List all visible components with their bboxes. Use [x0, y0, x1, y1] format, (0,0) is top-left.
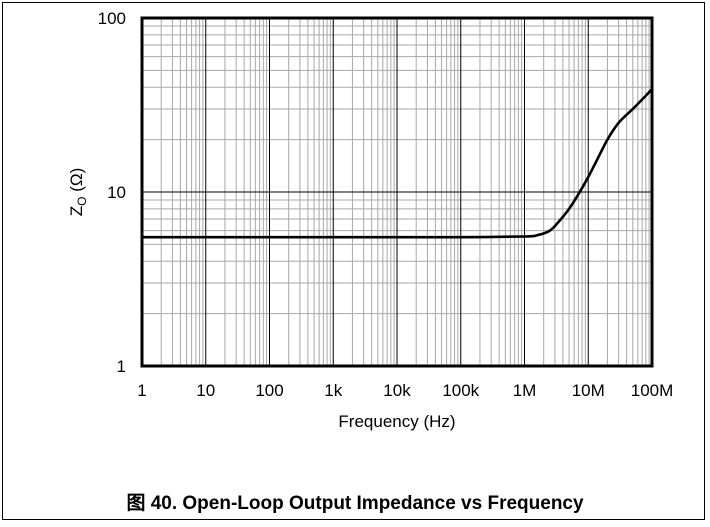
y-tick-label: 10 [107, 183, 126, 202]
x-tick-label: 1M [513, 381, 537, 400]
figure-frame [2, 2, 705, 520]
x-tick-label: 100k [442, 381, 479, 400]
y-tick-label: 1 [117, 357, 126, 376]
grid-major [142, 18, 652, 366]
x-tick-label: 1k [324, 381, 342, 400]
figure-caption: 图 40. Open-Loop Output Impedance vs Freq… [126, 493, 584, 514]
y-tick-label: 100 [98, 9, 126, 28]
y-tick-labels: 1 10 100 [98, 9, 126, 376]
y-axis-label: ZO (Ω) [67, 168, 89, 217]
x-tick-label: 10k [383, 381, 411, 400]
y-axis-label-subscript: O [75, 197, 89, 206]
x-tick-label: 100 [255, 381, 283, 400]
x-axis-label: Frequency (Hz) [338, 412, 455, 431]
x-tick-label: 1 [137, 381, 146, 400]
plot-area-border [140, 16, 654, 368]
x-tick-label: 10M [572, 381, 605, 400]
x-tick-label: 100M [631, 381, 674, 400]
x-tick-labels: 1 10 100 1k 10k 100k 1M 10M 100M [137, 381, 673, 400]
impedance-curve [141, 88, 653, 239]
x-tick-label: 10 [196, 381, 215, 400]
y-axis-label-main: Z [67, 206, 86, 216]
series-layer [141, 88, 653, 239]
y-axis-label-unit: (Ω) [67, 168, 86, 197]
